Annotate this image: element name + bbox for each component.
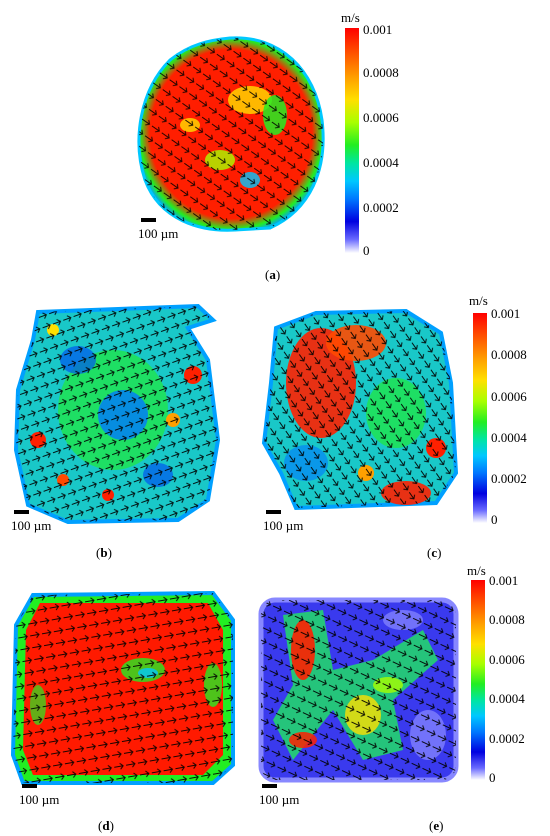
colorbar-unit: m/s [341,10,360,25]
colorbar-tick: 0.0004 [363,155,399,170]
colorbar-tick: 0 [489,770,496,785]
colorbar-tick: 0.0004 [489,691,525,706]
colorbar-tick: 0.0006 [489,652,525,667]
colorbar-tick: 0 [491,512,498,527]
colorbar-gradient [345,28,359,253]
colorbar-unit: m/s [469,293,488,308]
scale-bar-line [262,784,277,788]
colorbar-gradient [473,313,487,523]
velocity-field-e [258,597,459,783]
scale-bar-label: 100 µm [138,226,179,241]
velocity-field-d [10,590,235,785]
colorbar-unit: m/s [467,563,486,578]
colorbar-tick: 0.001 [363,22,393,37]
scale-bar-line [266,510,281,514]
panel-d-image [8,585,240,785]
colorbar-tick: 0.001 [491,306,521,321]
scale-bar-label: 100 µm [263,518,304,533]
colorbar-tick: 0.0006 [491,389,527,404]
scale-bar-line [141,218,156,222]
velocity-field-a [137,36,325,232]
caption-d: (d) [98,818,114,833]
colorbar-tick: 0.0002 [491,471,527,486]
caption-e: (e) [429,818,444,833]
colorbar-tick: 0 [363,243,370,258]
colorbar-tick: 0.0008 [491,347,527,362]
scale-bar-label: 100 µm [11,518,52,533]
scale-bar-label: 100 µm [259,792,300,807]
colorbar-tick: 0.0006 [363,110,399,125]
panel-c-image [256,303,461,513]
colorbar-gradient [471,580,485,780]
scale-bar-label: 100 µm [19,792,60,807]
colorbar-tick: 0.001 [489,573,519,588]
scale-bar-line [22,784,37,788]
colorbar-tick: 0.0008 [489,612,525,627]
scale-bar-line [14,510,29,514]
caption-a: (a) [265,267,281,282]
velocity-field-b [13,303,221,525]
panel-b-image [8,300,223,525]
caption-c: (c) [427,545,442,560]
colorbar-tick: 0.0002 [363,200,399,215]
panel-e-image [253,590,463,790]
colorbar-tick: 0.0008 [363,65,399,80]
velocity-field-c [261,308,459,511]
colorbar-tick: 0.0004 [491,430,527,445]
caption-b: (b) [96,545,112,560]
colorbar-tick: 0.0002 [489,731,525,746]
panel-a-image [130,30,330,240]
